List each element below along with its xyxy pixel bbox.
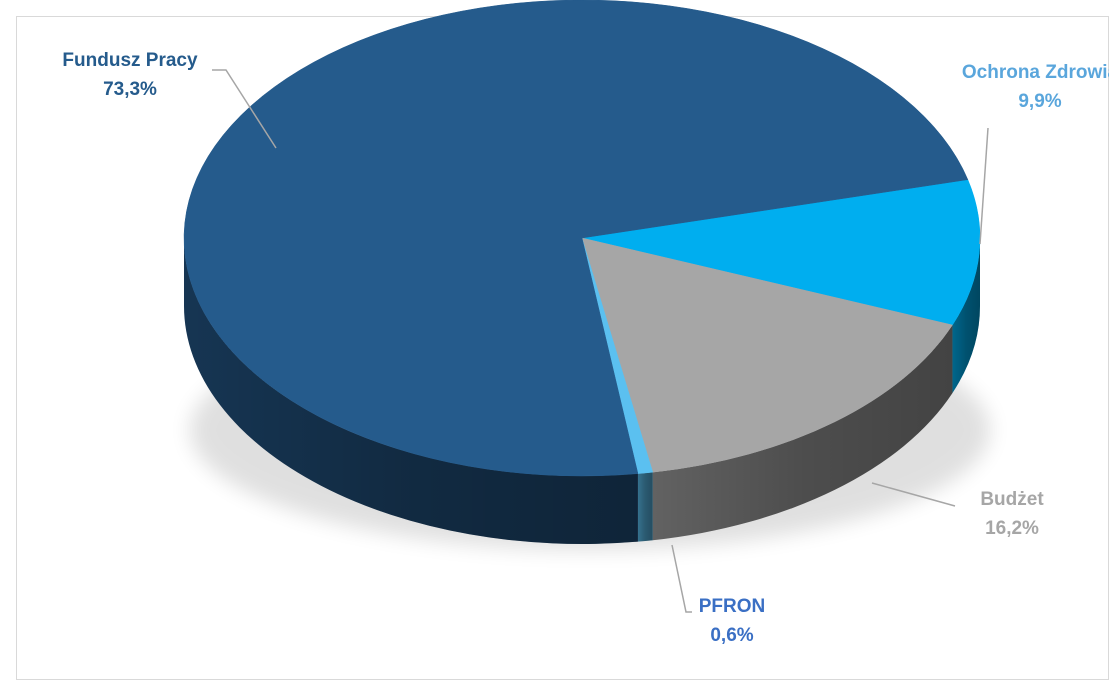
pie-tops bbox=[183, 0, 981, 477]
pie-side-shade-1 bbox=[652, 324, 953, 541]
slice-value-label: 16,2% bbox=[985, 518, 1039, 539]
slice-value-label: 9,9% bbox=[1018, 91, 1061, 112]
slice-name-label: Fundusz Pracy bbox=[62, 50, 198, 71]
pie-sides bbox=[184, 238, 980, 544]
leader-line-0 bbox=[979, 127, 989, 245]
leader-line-1 bbox=[871, 482, 956, 507]
pie-slice-ochrona-zdrowia[interactable] bbox=[581, 179, 981, 326]
pie-slice-budżet[interactable] bbox=[581, 237, 953, 473]
slice-name-label: Budżet bbox=[980, 489, 1044, 510]
pie-labels: Ochrona Zdrowia 9,9% Budżet 16,2% PFRON 0,6% F… bbox=[62, 50, 1109, 646]
leader-line-3 bbox=[212, 69, 277, 149]
pie-side-shade-3 bbox=[184, 238, 638, 544]
slice-name-label: PFRON bbox=[699, 596, 766, 617]
pie-side-shade-2 bbox=[637, 472, 653, 542]
pie-slice-fundusz-pracy[interactable] bbox=[183, 0, 969, 477]
slice-name-label: Ochrona Zdrowia bbox=[962, 62, 1109, 83]
pie-side-shade-0 bbox=[952, 238, 980, 393]
slice-value-label: 73,3% bbox=[103, 79, 157, 100]
slice-value-label: 0,6% bbox=[710, 625, 753, 646]
leader-line-2 bbox=[671, 544, 692, 613]
